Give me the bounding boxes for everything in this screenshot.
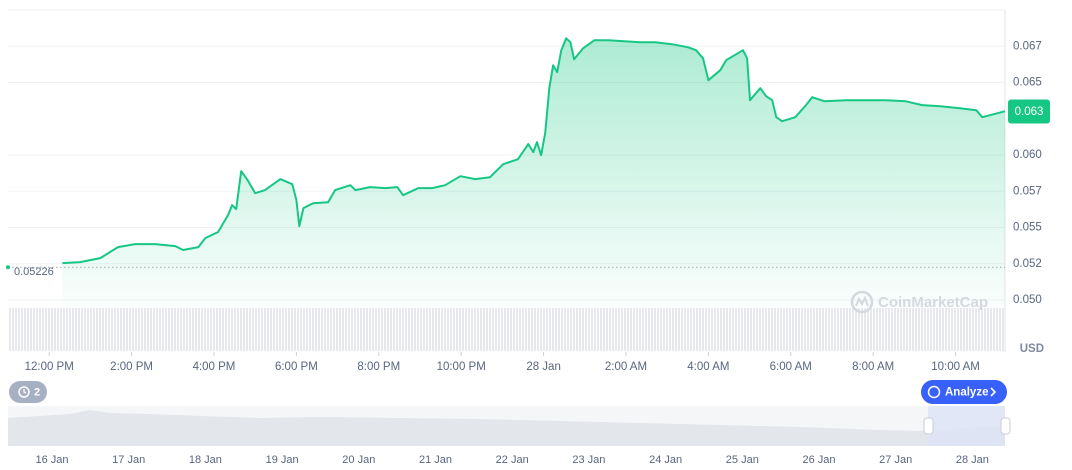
x-tick-label: 4:00 AM — [687, 361, 729, 373]
watermark: CoinMarketCap — [850, 290, 988, 314]
area — [62, 38, 1005, 308]
x-tick-label: 12:00 PM — [25, 361, 74, 373]
price-line — [62, 37, 1006, 265]
navigator-date: 25 Jan — [726, 454, 759, 466]
navigator-date: 16 Jan — [35, 454, 68, 466]
x-tick-label: 10:00 AM — [931, 361, 980, 373]
y-tick-label: 0.067 — [1013, 40, 1042, 52]
y-tick-label: 0.057 — [1013, 185, 1042, 197]
baseline-label: 0.05226 — [14, 266, 54, 278]
current-price-badge — [1008, 99, 1050, 124]
navigator-date: 18 Jan — [189, 454, 222, 466]
currency-label: USD — [1020, 343, 1044, 355]
volume-strip — [8, 308, 1005, 351]
navigator-date: 21 Jan — [419, 454, 452, 466]
navigator-date: 24 Jan — [649, 454, 682, 466]
y-tick-label: 0.060 — [1013, 149, 1042, 161]
navigator — [8, 406, 1011, 446]
x-tick-label: 10:00 PM — [437, 361, 486, 373]
current-price-label: 0.063 — [1015, 106, 1044, 118]
plot: 0.05226 0.063 — [6, 37, 1050, 308]
y-tick-label: 0.055 — [1013, 222, 1042, 234]
history-count: 2 — [34, 386, 40, 398]
history-badge[interactable]: 2 — [9, 381, 47, 403]
x-tick-label: 28 Jan — [526, 361, 561, 373]
x-tick-label: 6:00 AM — [770, 361, 812, 373]
navigator-handle[interactable] — [1000, 417, 1011, 435]
x-tick-label: 4:00 PM — [193, 361, 236, 373]
baseline-dot — [6, 265, 10, 270]
navigator-date: 23 Jan — [572, 454, 605, 466]
navigator-dates: 16 Jan 17 Jan 18 Jan 19 Jan 20 Jan 21 Jan 22 J… — [35, 454, 988, 466]
x-tick-label: 2:00 AM — [605, 361, 647, 373]
x-tick-label: 2:00 PM — [110, 361, 153, 373]
navigator-date: 22 Jan — [496, 454, 529, 466]
y-tick-label: 0.050 — [1013, 294, 1042, 306]
x-tick-label: 8:00 AM — [852, 361, 894, 373]
navigator-selection[interactable] — [928, 406, 1005, 446]
y-tick-label: 0.065 — [1013, 77, 1042, 89]
watermark-text: CoinMarketCap — [878, 294, 988, 311]
navigator-date: 26 Jan — [802, 454, 835, 466]
y-tick-label: 0.052 — [1013, 258, 1042, 270]
analyze-button[interactable]: Analyze — [921, 380, 1007, 404]
navigator-date: 20 Jan — [342, 454, 375, 466]
navigator-date: 17 Jan — [112, 454, 145, 466]
navigator-handle[interactable] — [923, 417, 934, 435]
navigator-date: 28 Jan — [956, 454, 989, 466]
navigator-date: 27 Jan — [879, 454, 912, 466]
navigator-date: 19 Jan — [266, 454, 299, 466]
x-tick-label: 8:00 PM — [357, 361, 400, 373]
x-tick-label: 6:00 PM — [275, 361, 318, 373]
analyze-label: Analyze — [945, 387, 988, 399]
